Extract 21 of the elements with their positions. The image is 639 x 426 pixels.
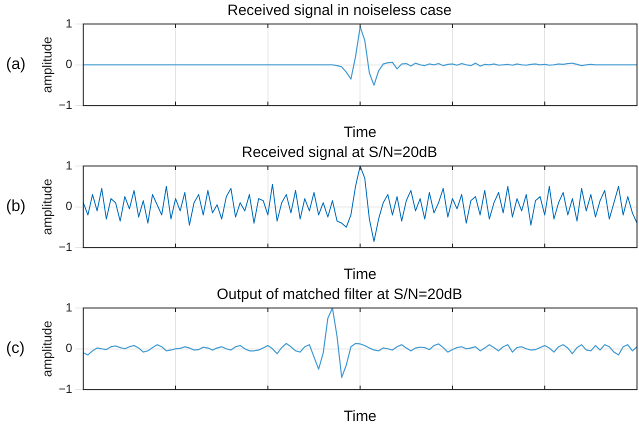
y-tick-label: 0 [66,341,73,356]
chart-title: Received signal in noiseless case [227,2,452,20]
y-tick-label: 1 [66,300,73,314]
y-tick-label: −1 [58,382,73,396]
y-tick-label: 0 [66,199,73,214]
text: (a) [6,56,26,74]
y-tick-label: −1 [58,240,73,254]
y-tick-label: 1 [66,158,73,172]
y-axis-title: amplitude [39,178,54,235]
y-axis-title: amplitude [39,36,54,93]
x-axis-title: Time [344,266,377,284]
x-axis-title: Time [344,408,377,426]
text: (b) [6,198,26,216]
chart-title: Output of matched filter at S/N=20dB [216,286,462,304]
chart-title: Received signal at S/N=20dB [242,144,438,162]
y-axis-title: amplitude [39,320,54,377]
y-tick-label: 1 [66,16,73,30]
text: (c) [6,340,25,358]
x-axis-title: Time [344,124,377,142]
y-tick-label: 0 [66,57,73,72]
y-tick-label: −1 [58,98,73,112]
